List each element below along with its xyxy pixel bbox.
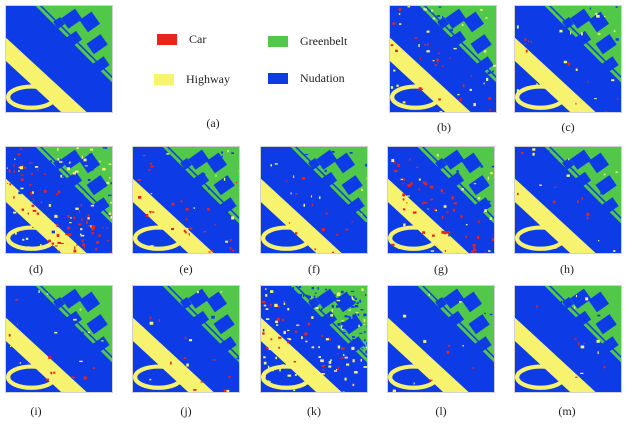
classification-map-i xyxy=(5,285,113,393)
classification-map-d xyxy=(5,146,113,254)
caption-d: (d) xyxy=(29,262,43,276)
classification-map-j xyxy=(132,285,240,393)
legend-swatch-greenbelt xyxy=(268,35,288,47)
caption-c: (c) xyxy=(561,120,575,134)
caption-m: (m) xyxy=(558,404,576,418)
legend-item-highway: Highway xyxy=(154,71,230,87)
legend-item-car: Car xyxy=(157,31,206,47)
caption-b: (b) xyxy=(437,120,451,134)
caption-h: (h) xyxy=(560,262,574,276)
legend-label-nudation: Nudation xyxy=(300,70,345,85)
caption-g: (g) xyxy=(434,262,448,276)
classification-map-g xyxy=(387,146,495,254)
caption-j: (j) xyxy=(180,404,192,418)
caption-e: (e) xyxy=(179,262,193,276)
classification-map-k xyxy=(260,285,368,393)
classification-map-l xyxy=(387,285,495,393)
classification-map-b xyxy=(389,5,497,113)
classification-map-e xyxy=(132,146,240,254)
caption-i: (i) xyxy=(30,404,42,418)
classification-map-h xyxy=(514,146,622,254)
legend-label-greenbelt: Greenbelt xyxy=(300,33,348,48)
legend-item-greenbelt: Greenbelt xyxy=(268,33,347,49)
classification-map-m xyxy=(514,285,622,393)
caption-a: (a) xyxy=(206,116,220,130)
classification-map-a xyxy=(5,5,113,113)
caption-f: (f) xyxy=(308,262,320,276)
legend-swatch-car xyxy=(157,33,177,45)
caption-l: (l) xyxy=(435,404,447,418)
classification-map-f xyxy=(260,146,368,254)
legend-label-car: Car xyxy=(189,31,207,46)
classification-map-c xyxy=(514,5,622,113)
caption-k: (k) xyxy=(307,404,321,418)
legend-swatch-highway xyxy=(154,73,174,85)
legend-item-nudation: Nudation xyxy=(268,70,345,86)
legend-swatch-nudation xyxy=(268,72,288,84)
legend-label-highway: Highway xyxy=(186,71,230,86)
